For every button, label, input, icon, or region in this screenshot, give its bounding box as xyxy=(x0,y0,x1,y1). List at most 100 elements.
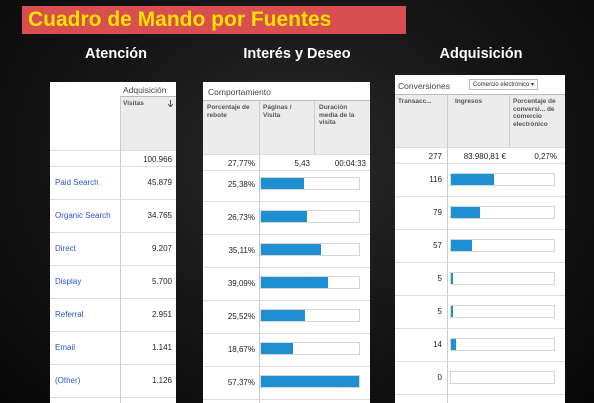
bounce-rate-bar-fill xyxy=(261,343,294,354)
bounce-rate-value: 35,11% xyxy=(228,246,255,255)
section-heading-adquisicion: Adquisición xyxy=(439,46,523,62)
transactions-bar xyxy=(450,272,555,285)
source-link[interactable]: Display xyxy=(55,277,82,286)
transactions-value: 14 xyxy=(433,340,442,349)
visitas-header[interactable]: Visitas xyxy=(120,97,176,150)
transactions-bar-fill xyxy=(451,174,495,185)
conversions-caption: Conversiones xyxy=(398,81,450,91)
bounce-rate-bar-fill xyxy=(261,244,321,255)
behavior-caption: Comportamiento xyxy=(208,87,271,97)
dashboard-title-banner: Cuadro de Mando por Fuentes xyxy=(22,6,406,34)
row-divider xyxy=(203,267,370,268)
bounce-rate-value: 57,37% xyxy=(227,378,255,387)
bounce-rate-bar-fill xyxy=(261,277,328,288)
row-divider xyxy=(203,201,370,202)
bounce-rate-header[interactable]: Porcentaje de rebote xyxy=(207,104,250,119)
transactions-bar xyxy=(450,371,555,384)
row-divider xyxy=(395,295,565,296)
source-link[interactable]: Referral xyxy=(55,310,84,319)
acquisition-caption: Adquisición xyxy=(123,85,167,95)
conversion-rate-header[interactable]: Porcentaje de conversi... de comercio el… xyxy=(513,98,556,128)
source-link[interactable]: Email xyxy=(55,343,76,352)
total-bounce-rate: 27,77% xyxy=(227,159,255,168)
visitas-value: 2.951 xyxy=(151,310,172,319)
pages-per-visit-header[interactable]: Páginas / Visita xyxy=(263,104,292,119)
transactions-bar xyxy=(450,206,555,219)
total-revenue: 83.980,81 € xyxy=(463,152,506,161)
visitas-value: 45.879 xyxy=(147,178,172,187)
conversions-header: Transacc... Ingresos Porcentaje de conve… xyxy=(395,95,565,147)
visitas-value: 5.700 xyxy=(151,277,172,286)
visitas-value: 1.126 xyxy=(151,376,172,385)
row-divider xyxy=(50,265,176,266)
acquisition-table-panel: Adquisición Visitas 100.966 Paid Search 4… xyxy=(50,82,176,403)
source-link[interactable]: Paid Search xyxy=(55,178,99,187)
bounce-rate-bar xyxy=(260,375,360,388)
arrow-down-icon[interactable] xyxy=(168,100,173,107)
transactions-value: 0 xyxy=(437,373,442,382)
transactions-bar-fill xyxy=(451,339,457,350)
section-heading-atencion: Atención xyxy=(84,46,148,62)
chevron-down-icon: ▾ xyxy=(531,82,535,88)
transactions-bar xyxy=(450,338,555,351)
transactions-value: 57 xyxy=(433,241,442,250)
bounce-rate-value: 26,73% xyxy=(227,213,255,222)
bounce-rate-bar-fill xyxy=(261,310,306,321)
row-divider xyxy=(395,262,565,263)
source-link[interactable]: Direct xyxy=(55,244,76,253)
conversions-table-panel: Conversiones Comercio electrónico ▾ Tran… xyxy=(395,75,565,403)
bounce-rate-bar xyxy=(260,342,360,355)
bounce-rate-bar-fill xyxy=(261,211,308,222)
avg-visit-duration-header[interactable]: Duración media de la visita xyxy=(319,104,355,126)
transactions-bar-fill xyxy=(451,273,453,284)
bounce-rate-bar-fill xyxy=(261,376,359,387)
ecommerce-dropdown-label: Comercio electrónico xyxy=(473,82,530,88)
row-divider xyxy=(50,364,176,365)
source-link[interactable]: Organic Search xyxy=(55,211,111,220)
bounce-rate-value: 18,67% xyxy=(227,345,255,354)
ecommerce-dropdown[interactable]: Comercio electrónico ▾ xyxy=(469,79,539,90)
dashboard-title: Cuadro de Mando por Fuentes xyxy=(28,8,332,31)
row-divider xyxy=(50,199,176,200)
row-divider xyxy=(50,397,176,398)
behavior-header: Porcentaje de rebote Páginas / Visita Du… xyxy=(203,101,370,154)
bounce-rate-value: 25,52% xyxy=(227,312,255,321)
row-divider xyxy=(50,232,176,233)
transactions-header[interactable]: Transacc... xyxy=(398,98,432,105)
visitas-value: 34.765 xyxy=(147,211,172,220)
row-divider xyxy=(395,328,565,329)
transactions-bar-fill xyxy=(451,240,473,251)
bounce-rate-bar xyxy=(260,309,360,322)
transactions-value: 116 xyxy=(429,175,442,184)
visitas-value: 1.141 xyxy=(151,343,172,352)
bounce-rate-value: 39,09% xyxy=(227,279,255,288)
transactions-bar xyxy=(450,305,555,318)
behavior-table-panel: Comportamiento Porcentaje de rebote Pági… xyxy=(203,82,370,403)
visitas-header-label: Visitas xyxy=(123,100,144,107)
total-visitas: 100.966 xyxy=(143,155,172,164)
row-divider xyxy=(395,361,565,362)
row-divider xyxy=(203,234,370,235)
transactions-bar-fill xyxy=(451,306,453,317)
visitas-value: 9.207 xyxy=(151,244,172,253)
row-divider xyxy=(203,366,370,367)
row-divider xyxy=(395,196,565,197)
section-heading-interes: Interés y Deseo xyxy=(243,46,351,62)
bounce-rate-bar xyxy=(260,177,360,190)
row-divider xyxy=(203,333,370,334)
total-avg-duration: 00:04:33 xyxy=(334,159,366,168)
bounce-rate-bar-fill xyxy=(261,178,305,189)
source-link[interactable]: (Other) xyxy=(55,376,81,385)
transactions-value: 5 xyxy=(437,307,442,316)
transactions-value: 79 xyxy=(433,208,442,217)
bounce-rate-bar xyxy=(260,276,360,289)
total-pages-per-visit: 5,43 xyxy=(294,159,310,168)
total-conversion-rate: 0,27% xyxy=(534,152,557,161)
row-divider xyxy=(395,229,565,230)
bounce-rate-bar xyxy=(260,243,360,256)
transactions-bar-fill xyxy=(451,207,481,218)
total-transactions: 277 xyxy=(428,152,442,161)
bounce-rate-value: 25,38% xyxy=(227,180,255,189)
revenue-header[interactable]: Ingresos xyxy=(455,98,483,105)
row-divider xyxy=(203,300,370,301)
